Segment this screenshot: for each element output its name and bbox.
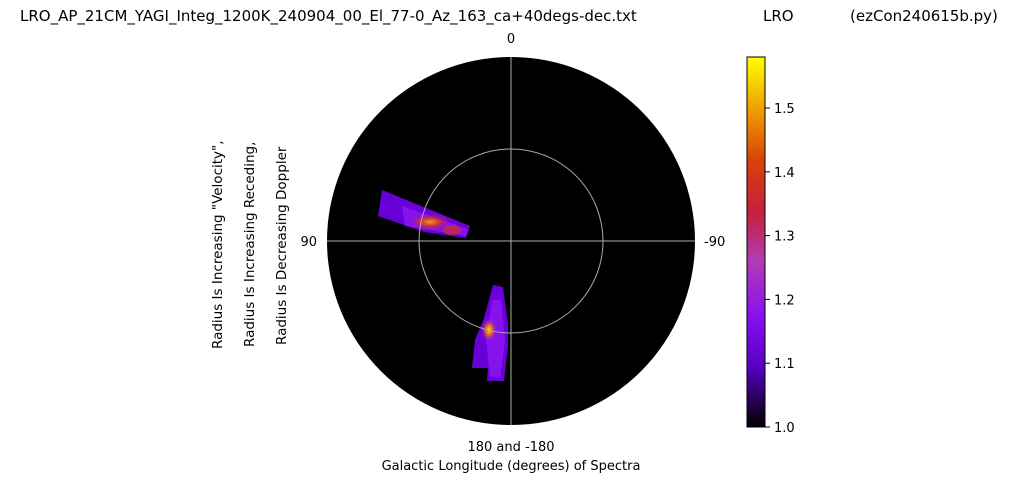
angle-label-right: -90 [704,235,725,250]
heatmap-regions [378,190,508,381]
site-label: LRO [763,7,794,25]
program-label: (ezCon240615b.py) [850,7,998,25]
angle-label-top: 0 [507,32,515,47]
chart-title: LRO_AP_21CM_YAGI_Integ_1200K_240904_00_E… [20,7,637,25]
x-axis-label: Galactic Longitude (degrees) of Spectra [382,459,641,474]
colorbar-tick-label-4: 1.4 [774,166,795,181]
colorbar-tick-label-0: 1.0 [774,421,795,436]
colorbar-tick-label-2: 1.2 [774,293,795,308]
angle-label-bottom: 180 and -180 [467,440,554,455]
colorbar-tick-label-3: 1.3 [774,230,795,245]
colorbar-tick-label-5: 1.5 [774,102,795,117]
colorbar-tick-label-1: 1.1 [774,357,795,372]
colorbar-ticks: 1.0 1.1 1.2 1.3 1.4 1.5 [765,102,795,436]
colorbar [746,56,766,428]
heatmap-hotspot-near-90-b [443,225,461,235]
angle-label-left: 90 [300,235,317,250]
heatmap-hotspot-near-90 [408,213,452,231]
